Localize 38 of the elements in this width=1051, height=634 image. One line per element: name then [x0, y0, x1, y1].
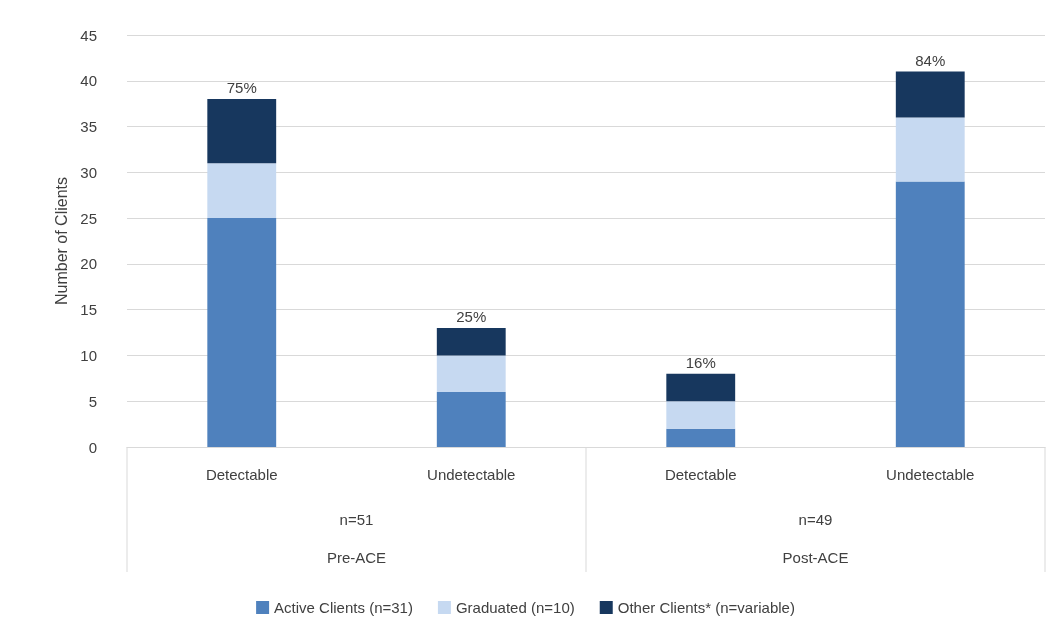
- y-tick-label: 5: [88, 392, 97, 410]
- text: n=49: [798, 510, 833, 528]
- bar: [895, 117, 965, 182]
- x-tick-label: Undetectable: [427, 466, 516, 483]
- bar: [207, 99, 277, 164]
- y-tick-label: 45: [80, 26, 97, 44]
- y-tick-label: 35: [80, 118, 97, 136]
- bar: [207, 163, 277, 219]
- y-tick-label: 15: [80, 301, 97, 319]
- y-tick-label: 20: [80, 255, 97, 273]
- bar: [666, 428, 736, 447]
- y-tick-label: 25: [80, 209, 97, 227]
- legend-label: Graduated (n=10): [455, 599, 575, 616]
- bar: [666, 373, 736, 402]
- text: Pre-ACE: [326, 548, 387, 566]
- y-tick-label: 10: [80, 346, 97, 364]
- bar: [207, 218, 277, 447]
- y-tick-label: 0: [88, 438, 97, 456]
- bar: [895, 71, 965, 118]
- y-tick-label: 40: [80, 72, 97, 90]
- y-tick-label: 30: [80, 163, 97, 181]
- x-tick-label: Detectable: [664, 466, 737, 483]
- bar: [436, 327, 506, 356]
- annotation: 25%: [456, 307, 487, 325]
- annotation: 84%: [915, 51, 946, 69]
- annotation: 16%: [685, 353, 716, 371]
- legend-label: Other Clients* (n=variable): [617, 599, 795, 616]
- bar: [666, 401, 736, 429]
- legend-label: Active Clients (n=31): [274, 599, 413, 616]
- bar: [436, 392, 506, 447]
- y-axis-title: Number of Clients: [52, 176, 70, 306]
- annotation: 75%: [226, 79, 257, 97]
- text: n=51: [339, 510, 374, 528]
- bar: [436, 355, 506, 393]
- x-tick-label: Undetectable: [886, 466, 975, 483]
- bar: [895, 181, 965, 447]
- x-tick-label: Detectable: [205, 466, 278, 483]
- text: Post-ACE: [782, 548, 849, 566]
